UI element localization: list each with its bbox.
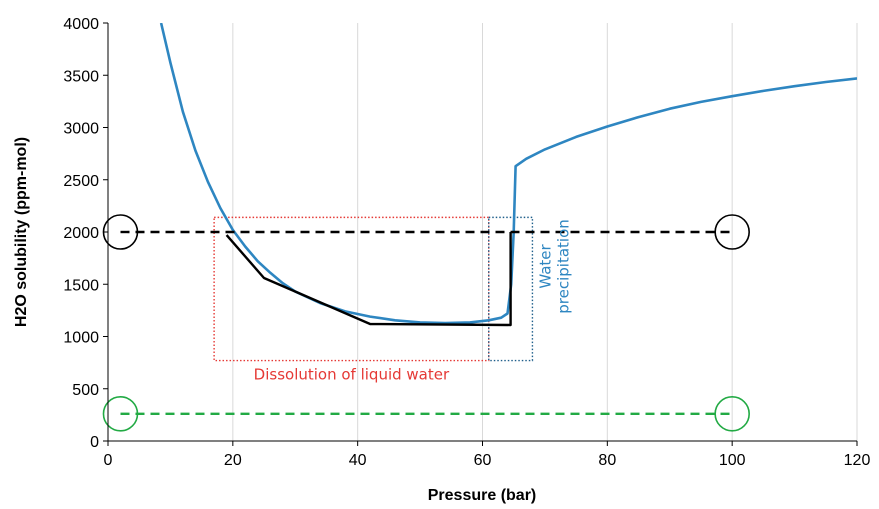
y-tick-label: 3000 [63,121,99,138]
annotation-line: precipitation [554,219,572,314]
x-tick-label: 0 [104,452,113,469]
y-axis-title: H2O solubility (ppm-mol) [13,137,30,327]
marker-circle [102,214,139,250]
marker-circle [102,396,139,432]
annotation-line: Water [536,243,554,288]
x-tick-label: 20 [224,452,242,469]
region-label: Dissolution of liquid water [254,366,450,384]
x-tick-label: 80 [598,452,616,469]
marker-circle [714,396,750,432]
x-tick-label: 120 [844,452,871,469]
axes: 0 500 1000 1500 2000 2500 3000 3500 4000 0 20 40 60 8… [63,16,870,469]
region-box [488,216,534,362]
marker-circle [714,214,750,250]
x-tick-label: 40 [349,452,367,469]
series-line [225,232,512,327]
annotation-water-precipitation: Water precipitation [536,219,572,314]
series-group [120,23,857,415]
x-tick-label: 100 [719,452,746,469]
x-tick-label: 60 [474,452,492,469]
regions: Dissolution of liquid water [213,216,534,384]
annotations: Water precipitation [536,219,572,314]
y-tick-label: 0 [90,434,99,451]
y-tick-label: 1500 [63,277,99,294]
series-line [159,23,857,325]
region-box [213,216,490,362]
markers [102,214,750,432]
y-tick-label: 1000 [63,330,99,347]
x-axis-title: Pressure (bar) [428,487,537,504]
y-tick-label: 2000 [63,225,99,242]
y-tick-label: 4000 [63,16,99,33]
y-tick-label: 2500 [63,173,99,190]
y-tick-label: 500 [72,382,99,399]
y-tick-label: 3500 [63,68,99,85]
